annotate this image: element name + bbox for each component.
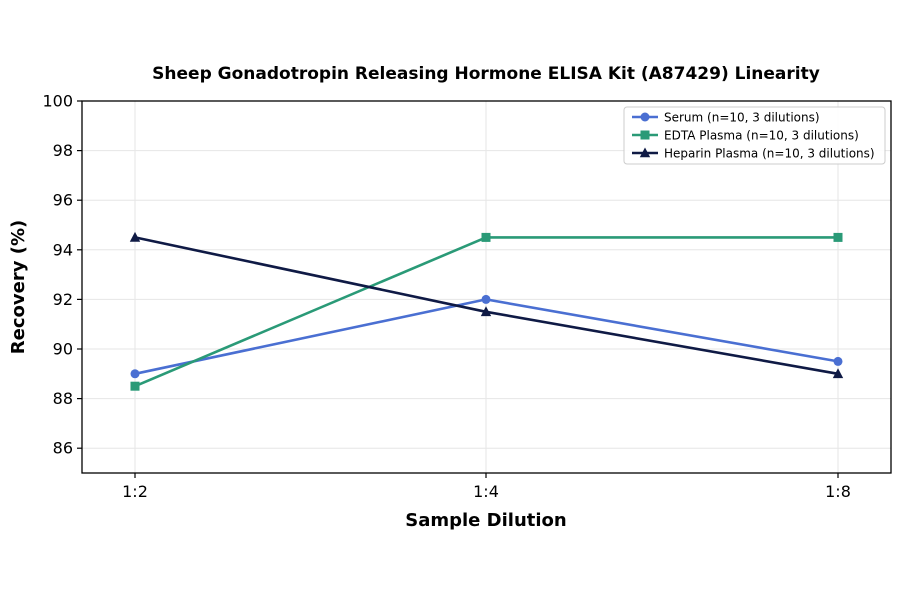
data-point	[832, 368, 844, 379]
y-tick-label: 92	[53, 290, 73, 309]
legend-marker	[640, 112, 650, 122]
y-tick-label: 100	[42, 92, 73, 111]
data-point	[130, 369, 140, 379]
y-tick-label: 98	[53, 141, 73, 160]
y-tick-label: 88	[53, 389, 73, 408]
y-axis-label: Recovery (%)	[8, 220, 29, 354]
data-point	[481, 232, 491, 242]
y-tick-label: 96	[53, 191, 73, 210]
x-axis-label: Sample Dilution	[405, 510, 566, 531]
legend-label: Heparin Plasma (n=10, 3 dilutions)	[664, 147, 875, 161]
legend-item: EDTA Plasma (n=10, 3 dilutions)	[632, 129, 859, 143]
x-tick-label: 1:4	[473, 482, 499, 501]
legend-label: EDTA Plasma (n=10, 3 dilutions)	[664, 129, 859, 143]
x-tick-label: 1:2	[122, 482, 148, 501]
legend-item: Heparin Plasma (n=10, 3 dilutions)	[632, 147, 875, 161]
data-point	[481, 294, 491, 304]
legend-item: Serum (n=10, 3 dilutions)	[632, 111, 820, 125]
data-point	[130, 381, 140, 391]
legend: Serum (n=10, 3 dilutions) EDTA Plasma (n=…	[623, 106, 886, 165]
series-1	[130, 294, 843, 379]
legend-marker	[639, 147, 651, 158]
y-tick-label: 90	[53, 340, 73, 359]
legend-label: Serum (n=10, 3 dilutions)	[664, 111, 820, 125]
data-point	[833, 356, 843, 366]
series-3	[129, 231, 844, 379]
legend-box	[623, 106, 886, 165]
data-point	[129, 231, 141, 242]
y-tick-label: 86	[53, 439, 73, 458]
axis-ticks: 86 88 90 92 94 96 98 100 1:2 1:4 1:8	[42, 92, 850, 502]
data-point	[480, 306, 492, 317]
x-tick-label: 1:8	[825, 482, 851, 501]
series-2	[130, 232, 843, 391]
y-tick-label: 94	[53, 240, 73, 259]
data-point	[833, 232, 843, 242]
legend-marker	[640, 130, 650, 140]
chart-title: Sheep Gonadotropin Releasing Hormone ELI…	[152, 64, 820, 84]
series-group	[129, 231, 844, 391]
